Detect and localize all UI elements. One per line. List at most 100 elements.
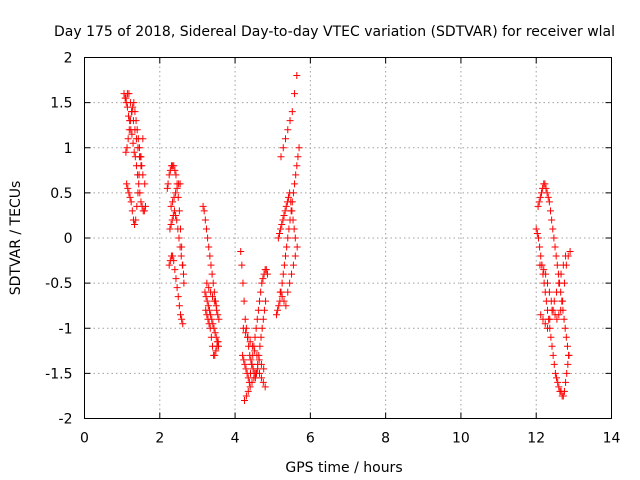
data-point [536, 193, 544, 201]
data-point [166, 225, 174, 233]
data-point [209, 279, 217, 287]
data-point [554, 378, 562, 386]
data-point [176, 243, 184, 251]
data-point [275, 229, 283, 237]
data-point [172, 275, 180, 283]
data-point [128, 130, 136, 138]
data-point [295, 144, 303, 152]
data-point [256, 297, 264, 305]
data-point [135, 180, 143, 188]
y-axis-label: SDTVAR / TECUs [8, 181, 24, 296]
data-point [204, 234, 212, 242]
data-point [207, 333, 215, 341]
data-point [544, 193, 552, 201]
data-point [137, 162, 145, 170]
x-tick-label: 14 [603, 431, 621, 447]
data-point [279, 270, 287, 278]
data-point [203, 297, 211, 305]
data-point [178, 261, 186, 269]
data-point [548, 342, 556, 350]
data-point [125, 90, 133, 98]
data-point [170, 162, 178, 170]
data-point [553, 288, 561, 296]
data-point [288, 270, 296, 278]
data-point [128, 207, 136, 215]
data-point [259, 378, 267, 386]
data-point [559, 297, 567, 305]
data-point [274, 306, 282, 314]
data-point [280, 297, 288, 305]
data-point [126, 99, 134, 107]
data-point [253, 351, 261, 359]
data-point [135, 171, 143, 179]
data-point [132, 216, 140, 224]
data-point [286, 117, 294, 125]
data-point [127, 198, 135, 206]
data-point [263, 270, 271, 278]
data-point [248, 378, 256, 386]
data-point [140, 207, 148, 215]
data-point [549, 225, 557, 233]
data-point [282, 135, 290, 143]
data-point [210, 297, 218, 305]
data-point [133, 202, 141, 210]
data-point [176, 311, 184, 319]
data-point [283, 243, 291, 251]
x-tick-label: 8 [381, 431, 390, 447]
data-point [550, 234, 558, 242]
data-point [211, 329, 219, 337]
data-point [242, 329, 250, 337]
data-point [291, 252, 299, 260]
data-point [137, 198, 145, 206]
data-point [129, 117, 137, 125]
data-point [134, 144, 142, 152]
data-point [278, 279, 286, 287]
data-point [277, 225, 285, 233]
data-point [565, 351, 573, 359]
data-point [555, 383, 563, 391]
data-point [551, 243, 559, 251]
data-point [172, 189, 180, 197]
data-point [253, 315, 261, 323]
data-point [206, 324, 214, 332]
data-point [545, 288, 553, 296]
data-point [546, 315, 554, 323]
data-point [562, 252, 570, 260]
data-point [254, 306, 262, 314]
x-tick-label: 6 [306, 431, 315, 447]
data-point [284, 126, 292, 134]
data-point [278, 293, 286, 301]
y-tick-label: -2 [59, 412, 73, 428]
y-tick-label: -1 [59, 321, 73, 337]
data-point [163, 184, 171, 192]
data-point [240, 356, 248, 364]
data-point [199, 202, 207, 210]
data-point [537, 252, 545, 260]
data-point [246, 383, 254, 391]
data-point [257, 333, 265, 341]
data-point [285, 193, 293, 201]
data-point [242, 365, 250, 373]
data-point [282, 302, 290, 310]
data-point [542, 270, 550, 278]
data-point [214, 338, 222, 346]
data-point [250, 374, 258, 382]
data-point [213, 342, 221, 350]
data-point [204, 315, 212, 323]
data-point [560, 387, 568, 395]
data-point [164, 180, 172, 188]
data-point [241, 315, 249, 323]
data-point [178, 315, 186, 323]
data-point [280, 211, 288, 219]
data-point [207, 261, 215, 269]
data-point [256, 342, 264, 350]
data-point [135, 153, 143, 161]
data-point [246, 338, 254, 346]
data-point [212, 347, 220, 355]
data-point [212, 302, 220, 310]
data-point [261, 383, 269, 391]
data-point [260, 306, 268, 314]
data-point [545, 198, 553, 206]
data-point [562, 378, 570, 386]
data-point [202, 306, 210, 314]
